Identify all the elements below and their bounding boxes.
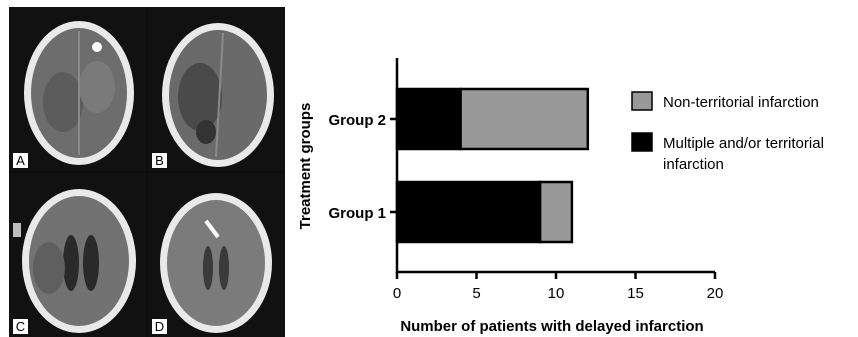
brain-scan-image bbox=[162, 23, 274, 167]
ct-image-grid: A B C D bbox=[9, 7, 285, 337]
legend-label: Multiple and/or territorial bbox=[663, 135, 824, 152]
brain-scan-image bbox=[24, 21, 134, 165]
panel-label-d: D bbox=[152, 319, 167, 334]
y-tick-label: Group 2 bbox=[328, 112, 386, 129]
y-tick-label: Group 1 bbox=[328, 205, 386, 222]
ct-panel-b: B bbox=[148, 7, 285, 171]
x-tick-label: 10 bbox=[548, 285, 565, 302]
panel-label-b: B bbox=[152, 153, 167, 168]
brain-scan-image bbox=[13, 189, 136, 333]
legend-swatch bbox=[631, 91, 653, 111]
bar-segment bbox=[459, 87, 590, 151]
x-tick-label: 5 bbox=[472, 285, 480, 302]
legend-label: infarction bbox=[663, 156, 724, 173]
bar-segment bbox=[395, 180, 542, 244]
ct-panel-c: C bbox=[9, 173, 146, 337]
x-axis-title: Number of patients with delayed infarcti… bbox=[400, 318, 703, 335]
y-axis-title: Treatment groups bbox=[297, 103, 314, 230]
x-tick-label: 15 bbox=[627, 285, 644, 302]
bar-segment bbox=[395, 87, 462, 151]
bar-chart: Group 1 Group 2 0 5 10 15 20 Number of patients… bbox=[290, 0, 858, 337]
x-tick-label: 20 bbox=[707, 285, 724, 302]
bar-segment bbox=[538, 180, 574, 244]
ct-panel-d: D bbox=[148, 173, 285, 337]
legend-label: Non-territorial infarction bbox=[663, 94, 819, 111]
ct-panel-a: A bbox=[9, 7, 146, 171]
panel-label-c: C bbox=[13, 319, 28, 334]
brain-scan-image bbox=[160, 193, 272, 333]
legend-swatch bbox=[631, 132, 653, 152]
panel-label-a: A bbox=[13, 153, 28, 168]
x-tick-label: 0 bbox=[393, 285, 401, 302]
